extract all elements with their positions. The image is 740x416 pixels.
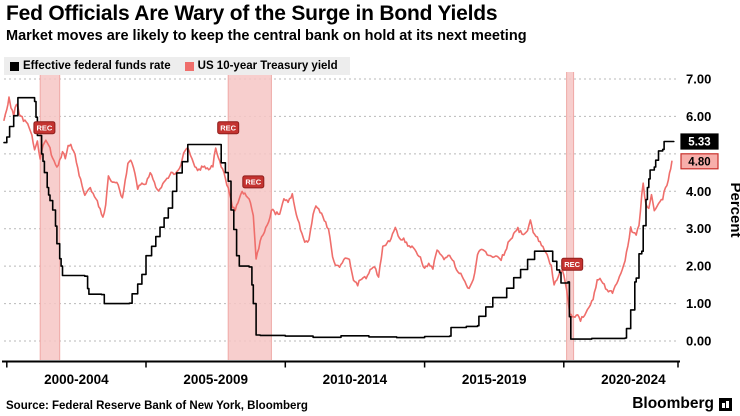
last-value-chip (680, 133, 719, 150)
recession-band (566, 72, 574, 360)
x-axis-label: 2005-2009 (183, 372, 248, 387)
recession-badge-label: REC (564, 260, 580, 269)
recession-badge (33, 121, 56, 135)
legend-label-treasury: US 10-year Treasury yield (197, 60, 338, 72)
recession-badge (242, 175, 265, 189)
last-value-label: 5.33 (688, 137, 710, 149)
recession-badge (217, 121, 240, 135)
legend-swatch-black (10, 61, 19, 71)
series-line-treasury (3, 96, 673, 323)
x-axis-label: 2015-2019 (462, 372, 527, 387)
x-axis-label: 2000-2004 (44, 372, 109, 387)
bloomberg-wordmark: Bloomberg (632, 395, 714, 412)
y-axis-label: 3.00 (686, 221, 711, 236)
y-axis-label: 2.00 (686, 259, 711, 274)
source-text: Source: Federal Reserve Bank of New York… (6, 400, 308, 412)
series-line-fed-funds (3, 96, 675, 340)
recession-badge-label: REC (36, 124, 52, 133)
x-axis-label: 2020-2024 (601, 372, 666, 387)
last-value-label: 4.80 (688, 156, 710, 168)
last-value-chip (680, 153, 719, 170)
y-axis-label: 4.00 (686, 184, 711, 199)
bloomberg-logo-mark-icon (719, 397, 732, 411)
recession-band (40, 72, 60, 360)
y-axis-title: Percent (727, 182, 740, 237)
legend-label-fed-funds: Effective federal funds rate (23, 60, 171, 72)
y-axis-label: 0.00 (686, 334, 711, 349)
y-axis-label: 7.00 (686, 72, 711, 87)
chart-legend: Effective federal funds rate US 10-year … (4, 57, 350, 75)
legend-swatch-red (184, 61, 194, 71)
recession-band (228, 72, 272, 360)
recession-badge-label: REC (220, 124, 236, 133)
y-axis-label: 6.00 (686, 109, 711, 124)
legend-item-treasury: US 10-year Treasury yield (184, 60, 338, 72)
bloomberg-logo: Bloomberg (632, 395, 732, 413)
recession-badge-label: REC (245, 178, 261, 187)
page-subtitle: Market moves are likely to keep the cent… (6, 28, 527, 44)
legend-item-fed-funds: Effective federal funds rate (10, 60, 171, 72)
x-axis-label: 2010-2014 (323, 372, 388, 387)
y-axis-label: 1.00 (686, 296, 711, 311)
page-title: Fed Officials Are Wary of the Surge in B… (6, 2, 498, 25)
recession-badge (561, 257, 584, 271)
